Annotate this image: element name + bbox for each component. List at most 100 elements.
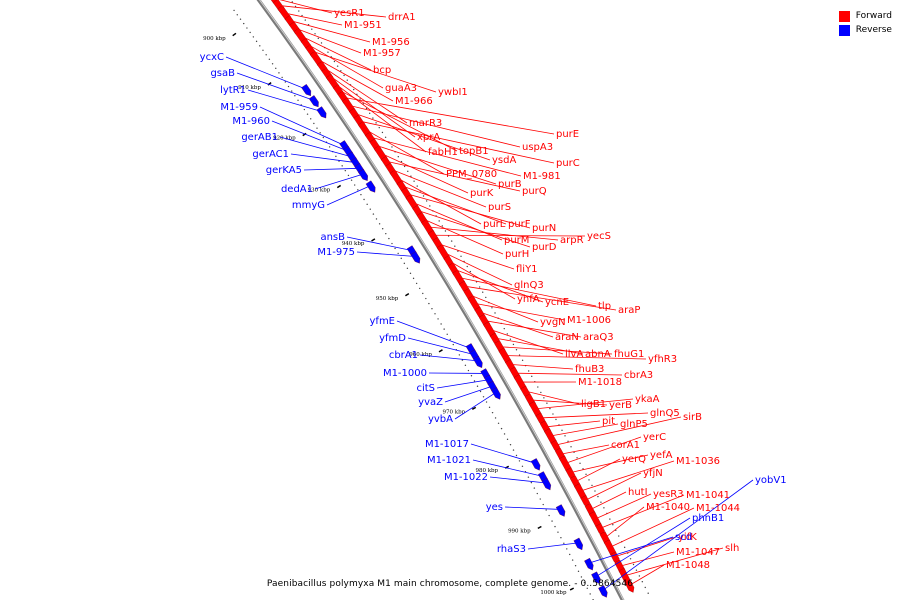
track-dot — [314, 33, 316, 35]
reverse-gene — [308, 95, 319, 108]
forward-leader-line — [311, 50, 437, 93]
track-dot — [307, 23, 310, 26]
forward-gene-label: M1-951 — [344, 20, 382, 31]
track-dot — [546, 402, 548, 404]
track-dot — [612, 524, 614, 526]
forward-gene-label: yerB — [609, 400, 632, 411]
track-dot — [309, 118, 312, 120]
forward-leader-line — [364, 128, 445, 175]
track-dot — [515, 454, 518, 457]
track-dot — [246, 27, 248, 29]
reverse-gene-label: gerAC1 — [252, 149, 289, 160]
reverse-gene-label: M1-975 — [317, 247, 355, 258]
scale-tick — [405, 293, 410, 297]
track-dot — [641, 581, 644, 583]
track-dot — [317, 37, 319, 40]
track-dot — [518, 460, 521, 462]
track-dot — [397, 155, 399, 158]
reverse-gene-label: yvaZ — [418, 397, 443, 408]
reverse-gene-label: M1-1021 — [427, 455, 471, 466]
reverse-gene-label: mmyG — [292, 200, 325, 211]
reverse-leader-line — [419, 354, 478, 362]
forward-gene-label: yvgN — [540, 317, 566, 328]
track-dot — [419, 287, 421, 290]
reverse-gene-label: ansB — [320, 232, 345, 243]
forward-gene-label: fabH1 — [428, 147, 458, 158]
forward-leader-line — [479, 311, 554, 338]
track-dot — [425, 297, 427, 300]
track-dot — [249, 31, 251, 34]
forward-leader-line — [443, 251, 513, 286]
forward-leader-line — [499, 346, 613, 355]
forward-leader-line — [604, 506, 645, 539]
reverse-gene-label: M1-1022 — [444, 472, 488, 483]
track-dot — [467, 369, 470, 372]
forward-gene-label: M1-1041 — [686, 490, 730, 501]
track-dot — [494, 312, 496, 314]
track-dot — [457, 250, 459, 252]
reverse-gene — [358, 168, 368, 181]
track-dot — [284, 81, 287, 83]
forward-gene-label: M1-1048 — [666, 560, 710, 571]
reverse-leader-line — [470, 443, 536, 464]
forward-leader-line — [300, 35, 372, 71]
track-dot — [632, 563, 635, 566]
forward-leader-line — [284, 12, 343, 26]
track-dot — [566, 548, 568, 550]
track-dot — [554, 525, 556, 528]
track-dot — [353, 88, 355, 91]
track-dot — [233, 9, 235, 12]
reverse-gene-label: dedA1 — [281, 184, 313, 195]
forward-gene-label: yesR1 — [334, 8, 365, 19]
scale-tick-label: 950 kbp — [376, 296, 399, 302]
reverse-gene-label: gerKA5 — [266, 165, 302, 176]
reverse-leader-line — [444, 385, 493, 403]
track-dot — [340, 70, 342, 72]
track-dot — [322, 136, 325, 139]
track-dot — [530, 481, 533, 484]
track-dot — [422, 195, 425, 197]
track-dot — [344, 169, 347, 172]
track-dot — [506, 438, 509, 441]
reverse-gene-label: scd — [675, 532, 692, 543]
track-dot — [464, 364, 467, 367]
forward-leader-line — [432, 234, 586, 237]
forward-leader-line — [359, 120, 555, 164]
track-dot — [422, 292, 424, 295]
forward-leader-line — [294, 27, 362, 54]
forward-gene-label: glnQ3 — [514, 280, 544, 291]
track-dot — [482, 291, 484, 293]
reverse-leader-line — [259, 106, 345, 146]
track-dot — [518, 354, 521, 356]
reverse-gene-label: yobV1 — [755, 475, 787, 486]
track-dot — [609, 518, 611, 520]
reverse-leader-line — [602, 479, 754, 591]
track-dot — [381, 228, 384, 230]
track-dot — [409, 272, 412, 275]
track-dot — [521, 465, 524, 468]
track-dot — [469, 270, 472, 273]
track-dot — [425, 200, 428, 202]
track-dot — [440, 323, 442, 325]
reverse-gene-label: M1-1017 — [425, 439, 469, 450]
legend-label-forward: Forward — [855, 11, 892, 21]
track-dot — [239, 18, 242, 20]
track-dot — [298, 10, 300, 12]
track-dot — [497, 422, 500, 424]
track-dot — [431, 307, 433, 310]
reverse-gene — [410, 251, 421, 264]
track-dot — [347, 174, 350, 177]
track-dot — [542, 503, 544, 506]
reverse-leader-line — [303, 167, 360, 171]
forward-leader-line — [422, 218, 504, 255]
track-dot — [313, 122, 315, 125]
track-dot — [488, 406, 491, 409]
track-dot — [328, 146, 331, 148]
track-dot — [600, 501, 602, 503]
forward-gene-label: ywbI1 — [438, 87, 468, 98]
track-dot — [476, 385, 479, 387]
forward-gene-label: M1-957 — [363, 48, 401, 59]
reverse-gene — [573, 537, 583, 551]
track-dot — [369, 208, 371, 210]
forward-gene-label: yfjN — [643, 468, 663, 479]
